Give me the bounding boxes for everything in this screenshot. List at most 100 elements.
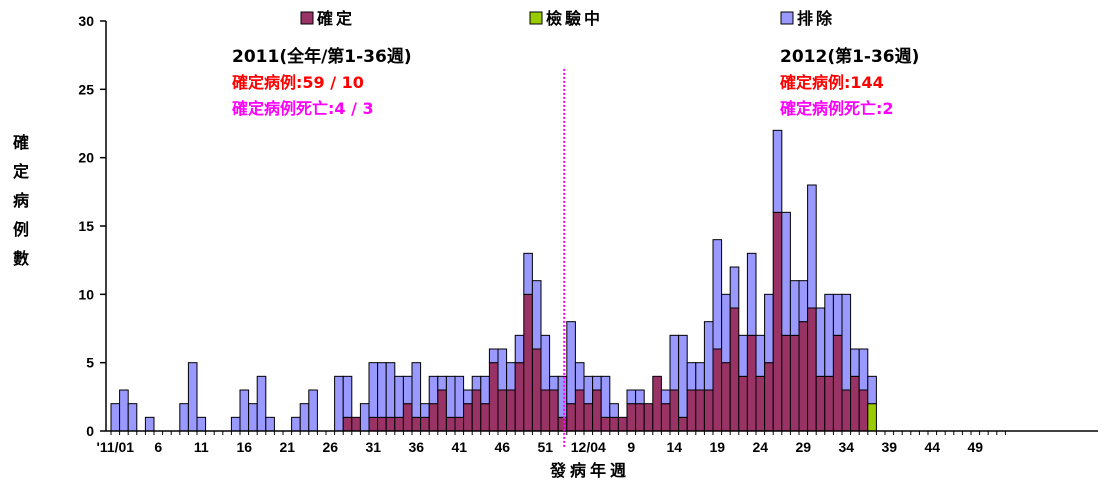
x-tick-label-14: 14 <box>667 439 683 455</box>
bar-confirmed-week-31 <box>377 416 387 432</box>
bar-confirmed-week-72 <box>729 307 740 432</box>
bar-confirmed-week-67 <box>686 389 697 432</box>
bar-excluded-week-1 <box>119 389 129 432</box>
x-tick-label-12/04: 12/04 <box>571 439 606 455</box>
bar-excluded-week-17 <box>256 375 267 432</box>
bars-layer <box>110 129 877 432</box>
y-axis-title-char: 例 <box>13 220 29 239</box>
annotation-2012-deaths: 確定病例死亡:2 <box>780 99 894 118</box>
y-axis-title-char: 定 <box>12 162 29 181</box>
bar-excluded-week-2 <box>127 403 138 432</box>
bar-confirmed-week-34 <box>402 403 413 432</box>
annotations: 2011(全年/第1-36週) 確定病例:59 / 10 確定病例死亡:4 / … <box>232 46 919 118</box>
bar-excluded-week-65 <box>669 334 680 391</box>
bar-excluded-week-48 <box>523 252 533 295</box>
bar-excluded-week-68 <box>695 362 705 391</box>
bar-excluded-week-77 <box>772 129 783 213</box>
bar-confirmed-week-58 <box>609 416 619 432</box>
bar-excluded-week-79 <box>789 280 800 336</box>
bar-confirmed-week-57 <box>600 416 611 432</box>
bar-confirmed-week-84 <box>832 334 843 432</box>
bar-confirmed-week-70 <box>712 348 723 432</box>
bar-excluded-week-15 <box>239 389 250 432</box>
bar-excluded-week-8 <box>179 403 189 432</box>
annotation-2011-confirmed: 確定病例:59 / 10 <box>232 73 364 92</box>
bar-excluded-week-57 <box>600 375 611 418</box>
bar-confirmed-week-86 <box>850 375 860 432</box>
bar-confirmed-week-27 <box>342 416 353 432</box>
y-tick-label-0: 0 <box>86 423 94 439</box>
bar-confirmed-week-33 <box>394 416 404 432</box>
bar-excluded-week-45 <box>497 348 508 391</box>
y-tick-label-25: 25 <box>78 81 94 97</box>
legend-swatch-confirmed <box>300 11 314 25</box>
bar-confirmed-week-42 <box>471 389 482 432</box>
legend-label-confirmed: 確定 <box>317 9 355 28</box>
x-tick-label-24: 24 <box>753 439 769 455</box>
bar-excluded-week-72 <box>729 266 740 309</box>
legend-swatch-excluded <box>780 11 794 25</box>
bar-excluded-week-67 <box>686 362 697 391</box>
bar-confirmed-week-82 <box>815 375 826 432</box>
bar-confirmed-week-81 <box>807 307 817 432</box>
bar-excluded-week-4 <box>144 416 155 432</box>
bar-confirmed-week-46 <box>506 389 516 432</box>
bar-excluded-week-46 <box>506 362 516 391</box>
bar-confirmed-week-41 <box>463 403 473 432</box>
bar-excluded-week-81 <box>807 184 817 309</box>
bar-confirmed-week-56 <box>592 389 602 432</box>
bar-confirmed-week-53 <box>566 403 576 432</box>
bar-excluded-week-0 <box>110 403 121 432</box>
bar-excluded-week-56 <box>592 375 602 391</box>
x-tick-label-26: 26 <box>323 439 339 455</box>
bar-confirmed-week-76 <box>764 362 774 432</box>
x-tick-label-51: 51 <box>538 439 554 455</box>
bar-excluded-week-66 <box>678 334 688 418</box>
bar-excluded-week-29 <box>359 403 370 432</box>
bar-confirmed-week-64 <box>660 403 671 432</box>
bar-excluded-week-75 <box>755 334 766 377</box>
bar-excluded-week-40 <box>454 375 465 418</box>
legend: 確定 檢驗中 排除 <box>300 9 832 28</box>
bar-excluded-week-36 <box>420 403 430 418</box>
bar-confirmed-week-63 <box>652 375 662 432</box>
bar-excluded-week-61 <box>635 389 645 405</box>
bar-excluded-week-88 <box>867 375 877 405</box>
y-tick-label-10: 10 <box>78 286 94 302</box>
bar-excluded-week-52 <box>557 375 568 418</box>
bar-excluded-week-44 <box>488 348 499 364</box>
bar-confirmed-week-79 <box>789 334 800 432</box>
bar-excluded-week-39 <box>445 375 456 418</box>
bar-confirmed-week-68 <box>695 389 705 432</box>
y-tick-label-5: 5 <box>86 355 94 371</box>
x-tick-label-44: 44 <box>925 439 941 455</box>
bar-confirmed-week-80 <box>798 321 809 432</box>
bar-excluded-week-70 <box>712 239 723 350</box>
bar-confirmed-week-87 <box>858 389 869 432</box>
bar-excluded-week-21 <box>291 416 301 432</box>
x-tick-label-21: 21 <box>280 439 296 455</box>
bar-confirmed-week-52 <box>557 416 568 432</box>
bar-confirmed-week-78 <box>781 334 791 432</box>
y-tick-label-30: 30 <box>78 13 94 29</box>
bar-confirmed-week-48 <box>523 293 533 432</box>
y-tick-label-20: 20 <box>78 150 94 166</box>
bar-confirmed-week-65 <box>669 389 680 432</box>
bar-confirmed-week-39 <box>445 416 456 432</box>
bar-excluded-week-33 <box>394 375 404 418</box>
bar-excluded-week-35 <box>411 362 422 418</box>
bar-excluded-week-38 <box>437 375 447 391</box>
x-tick-label-'11/01: '11/01 <box>97 439 135 455</box>
bar-excluded-week-22 <box>299 403 310 432</box>
bar-excluded-week-16 <box>248 403 258 432</box>
bar-excluded-week-50 <box>540 334 551 391</box>
bar-confirmed-week-75 <box>755 375 766 432</box>
bar-confirmed-week-69 <box>703 389 714 432</box>
x-tick-label-39: 39 <box>882 439 898 455</box>
bar-excluded-week-26 <box>334 375 344 432</box>
bar-confirmed-week-77 <box>772 211 783 432</box>
bar-excluded-week-54 <box>574 362 585 391</box>
bar-excluded-week-53 <box>566 321 576 405</box>
